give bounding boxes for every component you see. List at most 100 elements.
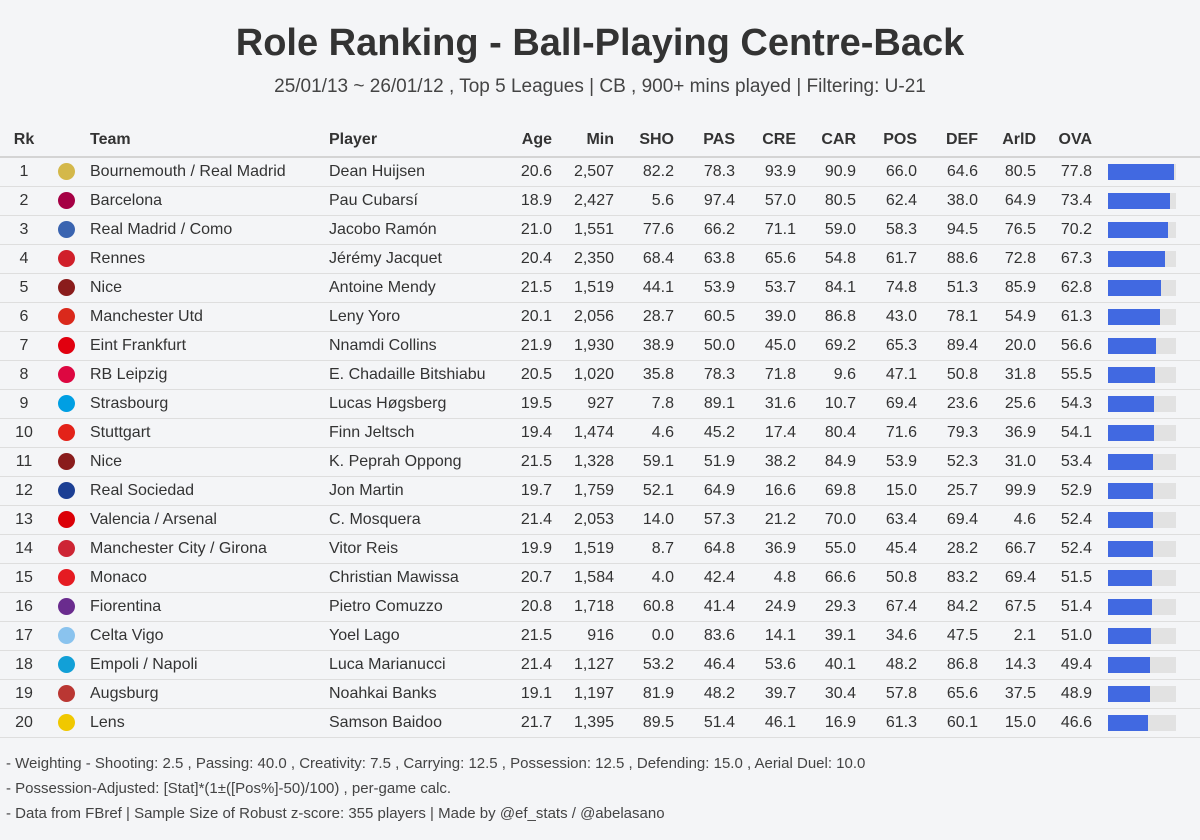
player-cell: Leny Yoro — [323, 302, 498, 332]
player-cell: Christian Mawissa — [323, 563, 498, 593]
car-cell: 86.8 — [802, 302, 862, 332]
ova-bar-track — [1108, 425, 1176, 441]
team-cell: Augsburg — [84, 679, 323, 709]
pas-cell: 83.6 — [680, 621, 741, 651]
car-cell: 90.9 — [802, 157, 862, 187]
ova-bar-track — [1108, 222, 1176, 238]
arld-cell: 36.9 — [984, 418, 1042, 448]
team-crest-icon — [57, 540, 75, 558]
team-crest-icon — [57, 627, 75, 645]
ova-cell: 55.5 — [1042, 360, 1098, 390]
ova-bar-cell — [1098, 679, 1200, 709]
sho-cell: 82.2 — [620, 157, 680, 187]
ova-bar-cell — [1098, 360, 1200, 390]
team-cell: Eint Frankfurt — [84, 331, 323, 361]
team-crest-icon — [57, 511, 75, 529]
header-sho: SHO — [620, 123, 680, 158]
ova-bar-cell — [1098, 389, 1200, 419]
car-cell: 29.3 — [802, 592, 862, 622]
pos-cell: 74.8 — [862, 273, 923, 303]
team-crest-cell — [48, 360, 84, 390]
ova-bar-cell — [1098, 563, 1200, 593]
team-crest-icon — [57, 163, 75, 181]
ova-bar — [1108, 280, 1162, 296]
ova-cell: 54.1 — [1042, 418, 1098, 448]
ova-bar — [1108, 396, 1155, 412]
minutes-cell: 1,718 — [558, 592, 620, 622]
sho-cell: 59.1 — [620, 447, 680, 477]
arld-cell: 72.8 — [984, 244, 1042, 274]
ova-bar — [1108, 483, 1153, 499]
ova-bar-cell — [1098, 621, 1200, 651]
rank-cell: 19 — [0, 679, 48, 709]
player-cell: Luca Marianucci — [323, 650, 498, 680]
pas-cell: 97.4 — [680, 186, 741, 216]
age-cell: 18.9 — [498, 186, 558, 216]
team-cell: Real Madrid / Como — [84, 215, 323, 245]
ova-bar-cell — [1098, 418, 1200, 448]
age-cell: 20.4 — [498, 244, 558, 274]
age-cell: 21.9 — [498, 331, 558, 361]
pos-cell: 45.4 — [862, 534, 923, 564]
ova-bar — [1108, 164, 1175, 180]
player-cell: Yoel Lago — [323, 621, 498, 651]
cre-cell: 53.7 — [741, 273, 802, 303]
team-cell: Manchester City / Girona — [84, 534, 323, 564]
cre-cell: 71.1 — [741, 215, 802, 245]
ova-bar — [1108, 512, 1153, 528]
rank-cell: 2 — [0, 186, 48, 216]
def-cell: 89.4 — [923, 331, 984, 361]
car-cell: 9.6 — [802, 360, 862, 390]
arld-cell: 31.0 — [984, 447, 1042, 477]
def-cell: 78.1 — [923, 302, 984, 332]
age-cell: 20.7 — [498, 563, 558, 593]
cre-cell: 31.6 — [741, 389, 802, 419]
team-crest-cell — [48, 447, 84, 477]
minutes-cell: 2,056 — [558, 302, 620, 332]
ova-bar-track — [1108, 628, 1176, 644]
arld-cell: 31.8 — [984, 360, 1042, 390]
age-cell: 19.4 — [498, 418, 558, 448]
table-row: 6 Manchester Utd Leny Yoro 20.1 2,056 28.7 60.… — [0, 302, 1200, 332]
team-cell: Nice — [84, 447, 323, 477]
ova-bar — [1108, 367, 1156, 383]
header-bar — [1098, 123, 1200, 158]
car-cell: 69.8 — [802, 476, 862, 506]
pos-cell: 57.8 — [862, 679, 923, 709]
ova-bar-track — [1108, 599, 1176, 615]
ova-bar — [1108, 454, 1154, 470]
arld-cell: 15.0 — [984, 708, 1042, 738]
minutes-cell: 1,584 — [558, 563, 620, 593]
pos-cell: 34.6 — [862, 621, 923, 651]
def-cell: 65.6 — [923, 679, 984, 709]
sho-cell: 5.6 — [620, 186, 680, 216]
age-cell: 21.0 — [498, 215, 558, 245]
cre-cell: 53.6 — [741, 650, 802, 680]
team-crest-cell — [48, 592, 84, 622]
sho-cell: 4.6 — [620, 418, 680, 448]
player-cell: Dean Huijsen — [323, 157, 498, 187]
header-rk: Rk — [0, 123, 48, 158]
sho-cell: 81.9 — [620, 679, 680, 709]
rank-cell: 3 — [0, 215, 48, 245]
cre-cell: 14.1 — [741, 621, 802, 651]
team-crest-icon — [57, 424, 75, 442]
ova-cell: 52.4 — [1042, 534, 1098, 564]
player-cell: Jacobo Ramón — [323, 215, 498, 245]
table-row: 4 Rennes Jérémy Jacquet 20.4 2,350 68.4 63.8 65… — [0, 244, 1200, 274]
player-cell: C. Mosquera — [323, 505, 498, 535]
header-arld: ArlD — [984, 123, 1042, 158]
ova-cell: 52.4 — [1042, 505, 1098, 535]
ova-cell: 46.6 — [1042, 708, 1098, 738]
table-row: 11 Nice K. Peprah Oppong 21.5 1,328 59.1 51.9 3… — [0, 447, 1200, 477]
def-cell: 83.2 — [923, 563, 984, 593]
cre-cell: 65.6 — [741, 244, 802, 274]
pas-cell: 78.3 — [680, 360, 741, 390]
team-cell: Fiorentina — [84, 592, 323, 622]
header-min: Min — [558, 123, 620, 158]
cre-cell: 45.0 — [741, 331, 802, 361]
ova-bar-track — [1108, 454, 1176, 470]
team-crest-icon — [57, 714, 75, 732]
pos-cell: 47.1 — [862, 360, 923, 390]
table-row: 10 Stuttgart Finn Jeltsch 19.4 1,474 4.6 45.2 1… — [0, 418, 1200, 448]
